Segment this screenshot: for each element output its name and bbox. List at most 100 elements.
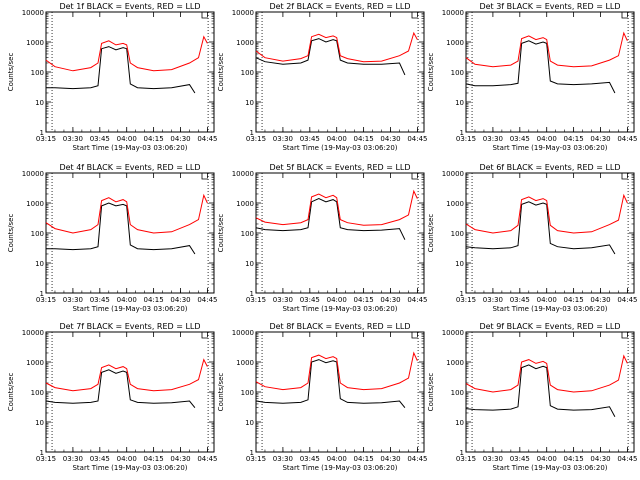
x-tick-label: 04:30 — [380, 296, 400, 304]
y-tick-label: 10 — [245, 260, 254, 268]
x-tick-label: 04:45 — [617, 296, 637, 304]
x-tick-label: 03:30 — [483, 296, 503, 304]
x-tick-label: 04:15 — [144, 296, 164, 304]
x-tick-label: 03:15 — [456, 455, 476, 463]
x-tick-label: 04:15 — [564, 455, 584, 463]
x-tick-label: 04:45 — [407, 455, 427, 463]
x-tick-label: 04:15 — [564, 135, 584, 143]
y-tick-label: 10000 — [232, 170, 254, 178]
events-series-line — [255, 38, 406, 76]
y-tick-label: 1000 — [446, 39, 464, 47]
x-tick-label: 03:30 — [273, 455, 293, 463]
x-tick-label: 03:45 — [90, 455, 110, 463]
x-tick-label: 04:30 — [170, 296, 190, 304]
y-tick-label: 100 — [451, 230, 464, 238]
y-tick-label: 1 — [250, 290, 254, 298]
x-tick-label: 04:45 — [197, 296, 217, 304]
corner-bracket — [201, 173, 208, 180]
x-tick-label: 04:15 — [564, 296, 584, 304]
x-tick-label: 03:30 — [273, 135, 293, 143]
x-tick-label: 04:00 — [117, 455, 137, 463]
chart-panel-3: Det 3f BLACK = Events, RED = LLD 1 10 100 10… — [427, 2, 638, 152]
x-tick-label: 04:45 — [197, 135, 217, 143]
y-tick-label: 100 — [31, 389, 44, 397]
y-axis-label: Counts/sec — [217, 373, 225, 412]
chart-panel-4: Det 4f BLACK = Events, RED = LLD 1 10 100 10… — [7, 163, 218, 313]
x-tick-label: 04:30 — [380, 455, 400, 463]
y-axis-label: Counts/sec — [7, 214, 15, 253]
y-tick-label: 10 — [455, 260, 464, 268]
panel-title: Det 3f BLACK = Events, RED = LLD — [479, 2, 620, 11]
y-tick-label: 10000 — [232, 9, 254, 17]
x-tick-label: 04:15 — [354, 455, 374, 463]
corner-bracket — [621, 332, 628, 339]
y-axis-label: Counts/sec — [427, 373, 435, 412]
x-tick-label: 03:45 — [90, 296, 110, 304]
corner-bracket — [621, 12, 628, 19]
panel-title: Det 9f BLACK = Events, RED = LLD — [479, 322, 620, 331]
x-tick-label: 04:00 — [327, 296, 347, 304]
y-tick-label: 1 — [40, 449, 44, 457]
x-tick-label: 03:15 — [246, 296, 266, 304]
y-tick-label: 10000 — [442, 9, 464, 17]
x-axis-label: Start Time (19-May-03 03:06:20) — [72, 305, 187, 313]
y-tick-label: 10 — [455, 99, 464, 107]
events-series-line — [46, 46, 196, 94]
x-tick-label: 04:15 — [354, 135, 374, 143]
x-tick-label: 04:00 — [117, 296, 137, 304]
y-tick-label: 10 — [35, 99, 44, 107]
y-tick-label: 100 — [451, 69, 464, 77]
y-tick-label: 100 — [241, 230, 254, 238]
corner-bracket — [201, 332, 208, 339]
x-tick-label: 04:45 — [617, 135, 637, 143]
lld-series-line — [465, 31, 628, 68]
x-tick-label: 03:30 — [63, 296, 83, 304]
x-tick-label: 04:30 — [590, 296, 610, 304]
y-tick-label: 1 — [40, 290, 44, 298]
y-axis-label: Counts/sec — [7, 53, 15, 92]
x-axis-label: Start Time (19-May-03 03:06:20) — [72, 144, 187, 152]
y-tick-label: 10 — [245, 419, 254, 427]
x-tick-label: 03:15 — [456, 135, 476, 143]
x-tick-label: 04:45 — [407, 296, 427, 304]
y-axis-label: Counts/sec — [217, 214, 225, 253]
x-axis-label: Start Time (19-May-03 03:06:20) — [492, 144, 607, 152]
x-axis-label: Start Time (19-May-03 03:06:20) — [72, 464, 187, 472]
y-tick-label: 1 — [40, 129, 44, 137]
chart-panel-9: Det 9f BLACK = Events, RED = LLD 1 10 100 10… — [427, 322, 638, 472]
corner-bracket — [411, 12, 418, 19]
lld-series-line — [465, 354, 628, 393]
panel-title: Det 4f BLACK = Events, RED = LLD — [59, 163, 200, 172]
y-axis-label: Counts/sec — [427, 214, 435, 253]
chart-panel-5: Det 5f BLACK = Events, RED = LLD 1 10 100 10… — [217, 163, 428, 313]
x-tick-label: 04:00 — [537, 455, 557, 463]
y-tick-label: 100 — [31, 230, 44, 238]
y-tick-label: 1000 — [26, 39, 44, 47]
y-tick-label: 10000 — [22, 329, 44, 337]
y-tick-label: 1000 — [26, 200, 44, 208]
x-tick-label: 03:15 — [246, 455, 266, 463]
lld-series-line — [255, 351, 418, 391]
chart-panel-2: Det 2f BLACK = Events, RED = LLD 1 10 100 10… — [217, 2, 428, 152]
corner-bracket — [621, 173, 628, 180]
y-axis-label: Counts/sec — [427, 53, 435, 92]
y-tick-label: 1 — [460, 449, 464, 457]
y-tick-label: 1000 — [446, 359, 464, 367]
x-tick-label: 03:30 — [63, 135, 83, 143]
lld-series-line — [465, 193, 628, 234]
x-tick-label: 03:15 — [36, 135, 56, 143]
y-tick-label: 100 — [241, 389, 254, 397]
events-series-line — [46, 202, 196, 255]
corner-bracket — [411, 332, 418, 339]
y-tick-label: 10000 — [22, 170, 44, 178]
lld-series-line — [45, 358, 208, 392]
x-tick-label: 03:30 — [483, 455, 503, 463]
x-tick-label: 04:30 — [380, 135, 400, 143]
y-tick-label: 1 — [250, 129, 254, 137]
panel-title: Det 5f BLACK = Events, RED = LLD — [269, 163, 410, 172]
x-tick-label: 03:45 — [300, 296, 320, 304]
plot-frame — [45, 331, 215, 453]
y-tick-label: 10 — [455, 419, 464, 427]
x-tick-label: 03:45 — [510, 455, 530, 463]
